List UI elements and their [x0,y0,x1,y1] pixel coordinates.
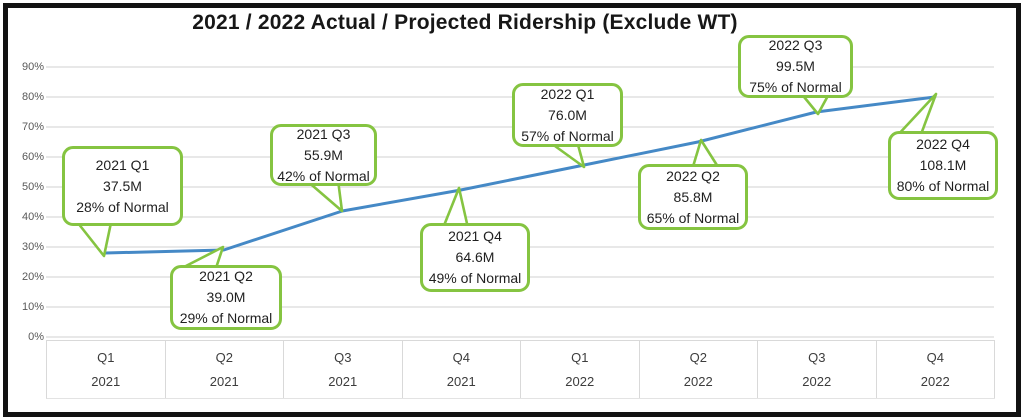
callout-percent: 28% of Normal [76,198,169,215]
x-quarter-label: Q4 [452,350,470,365]
callout-2022-q4: 2022 Q4 108.1M 80% of Normal [888,131,998,200]
callout-period: 2021 Q1 [95,156,150,173]
callout-riders: 55.9M [304,146,343,163]
callout-period: 2022 Q1 [540,85,595,102]
callout-percent: 80% of Normal [896,178,990,194]
x-year-label: 2021 [209,374,239,389]
x-cell-q4-2022: Q4 2022 [877,341,995,398]
callout-2021-q3: 2021 Q3 55.9M 42% of Normal [270,124,377,186]
callout-riders: 39.0M [206,289,246,305]
callout-riders: 108.1M [919,157,967,173]
x-quarter-label: Q1 [571,350,589,365]
x-quarter-label: Q2 [215,350,233,365]
x-quarter-label: Q1 [97,350,115,365]
x-quarter-label: Q3 [334,350,352,365]
x-year-label: 2022 [802,374,832,389]
callout-riders: 76.0M [548,106,587,123]
callout-2022-q3: 2022 Q3 99.5M 75% of Normal [738,35,853,98]
x-cell-q3-2022: Q3 2022 [758,341,877,398]
x-year-label: 2021 [328,374,358,389]
callout-period: 2021 Q3 [296,125,351,142]
chart-title: 2021 / 2022 Actual / Projected Ridership… [192,11,738,34]
x-cell-q2-2021: Q2 2021 [166,341,284,398]
y-tick-60: 60% [21,151,44,163]
y-tick-0: 0% [28,331,44,343]
callout-period: 2022 Q3 [768,37,823,53]
callout-2022-q2: 2022 Q2 85.8M 65% of Normal [638,164,748,230]
x-cell-q1-2021: Q1 2021 [47,341,166,398]
callout-2022-q1: 2022 Q1 76.0M 57% of Normal [512,83,623,147]
y-tick-90: 90% [21,61,44,73]
callout-period: 2021 Q2 [199,268,253,284]
callout-2021-q1: 2021 Q1 37.5M 28% of Normal [62,146,183,226]
callout-period: 2022 Q2 [666,167,720,184]
callout-riders: 64.6M [455,249,495,265]
x-quarter-label: Q3 [808,350,826,365]
x-cell-q2-2022: Q2 2022 [640,341,758,398]
callout-2021-q2: 2021 Q2 39.0M 29% of Normal [170,265,282,330]
ridership-trend-line [103,95,937,255]
callout-percent: 65% of Normal [646,209,740,226]
callout-percent: 29% of Normal [179,310,273,326]
callout-period: 2021 Q4 [448,228,502,244]
x-year-label: 2021 [91,374,121,389]
y-tick-50: 50% [21,181,44,193]
y-tick-20: 20% [21,271,44,283]
x-year-label: 2022 [683,374,713,389]
x-cell-q3-2021: Q3 2021 [284,341,403,398]
callout-riders: 37.5M [103,177,142,194]
x-cell-q4-2021: Q4 2021 [403,341,521,398]
x-axis-category-table: Q1 2021 Q2 2021 Q3 2021 Q4 2021 Q1 2022 … [46,340,995,399]
callout-percent: 57% of Normal [521,127,614,144]
y-tick-10: 10% [21,301,44,313]
y-tick-30: 30% [21,241,44,253]
x-year-label: 2021 [446,374,476,389]
callout-riders: 99.5M [776,58,815,74]
x-quarter-label: Q4 [926,350,944,365]
callout-riders: 85.8M [673,188,713,205]
callout-2021-q4: 2021 Q4 64.6M 49% of Normal [420,223,530,292]
y-tick-70: 70% [21,121,44,133]
callout-percent: 75% of Normal [749,79,842,95]
x-year-label: 2022 [565,374,595,389]
x-year-label: 2022 [920,374,950,389]
callout-period: 2022 Q4 [916,136,970,152]
y-tick-80: 80% [21,91,44,103]
callout-percent: 49% of Normal [428,270,522,286]
x-quarter-label: Q2 [689,350,707,365]
y-tick-40: 40% [21,211,44,223]
callout-percent: 42% of Normal [277,167,370,184]
x-cell-q1-2022: Q1 2022 [521,341,640,398]
